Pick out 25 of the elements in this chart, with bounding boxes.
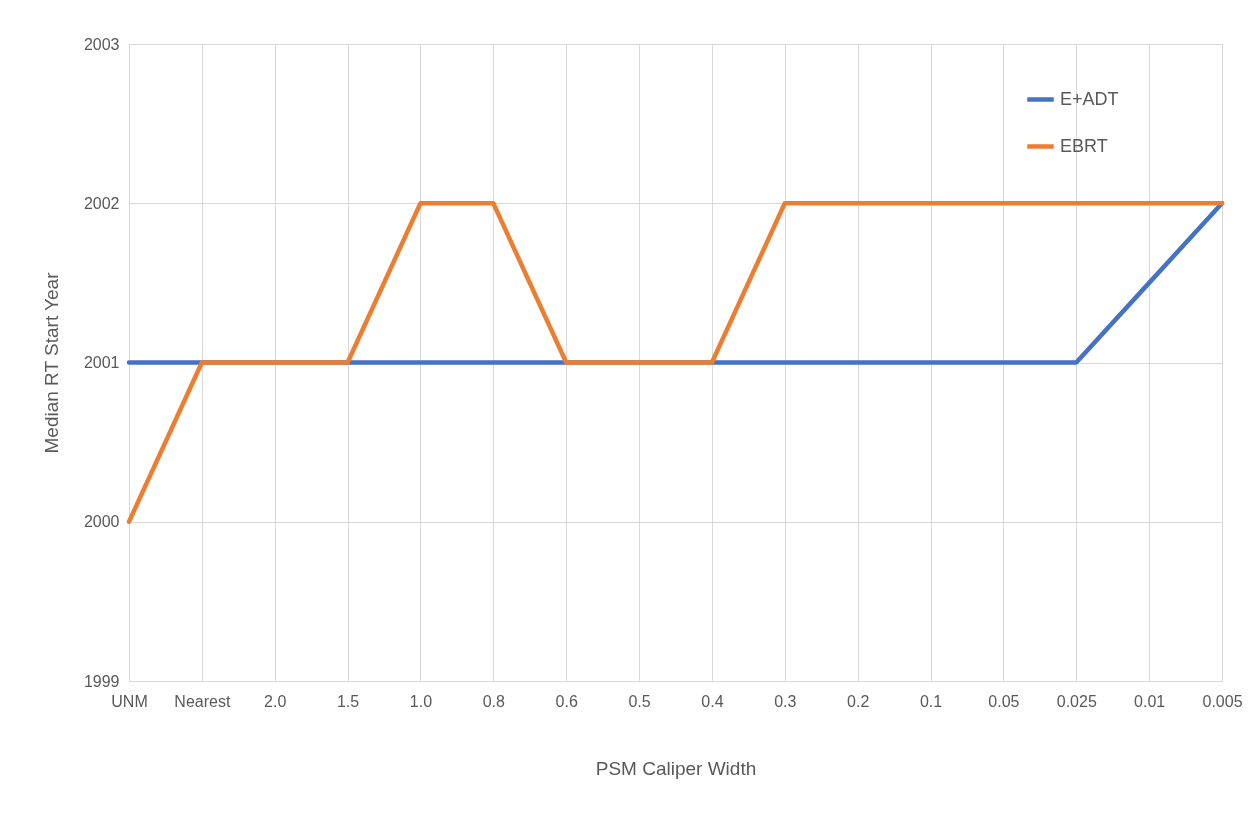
y-tick-label: 1999 <box>83 672 120 690</box>
x-tick-label: 0.2 <box>847 692 870 710</box>
y-axis-title: Median RT Start Year <box>40 271 62 454</box>
y-tick-label: 2001 <box>83 354 120 371</box>
x-tick-label: UNM <box>111 692 148 710</box>
x-tick-label: 0.025 <box>1056 692 1097 710</box>
x-tick-label: Nearest <box>174 692 231 710</box>
x-axis-title: PSM Caliper Width <box>595 757 757 779</box>
y-tick-label: 2002 <box>83 194 120 212</box>
y-tick-label: 2000 <box>83 513 120 531</box>
x-tick-label: 2.0 <box>264 692 287 710</box>
x-tick-label: 0.5 <box>628 692 651 710</box>
y-tick-label: 2003 <box>83 35 120 53</box>
x-tick-label: 1.5 <box>336 692 360 710</box>
x-tick-label: 0.005 <box>1202 692 1243 710</box>
x-tick-label: 0.1 <box>919 692 943 710</box>
x-tick-label: 0.6 <box>555 692 578 710</box>
x-tick-label: 0.3 <box>774 692 797 710</box>
x-tick-label: 0.05 <box>988 692 1020 710</box>
x-tick-label: 0.4 <box>701 692 724 710</box>
x-tick-label: 0.8 <box>482 692 506 710</box>
x-tick-label: 1.0 <box>409 692 433 710</box>
legend-label: E+ADT <box>1060 88 1119 109</box>
x-tick-label: 0.01 <box>1134 692 1166 710</box>
legend-label: EBRT <box>1060 135 1108 156</box>
